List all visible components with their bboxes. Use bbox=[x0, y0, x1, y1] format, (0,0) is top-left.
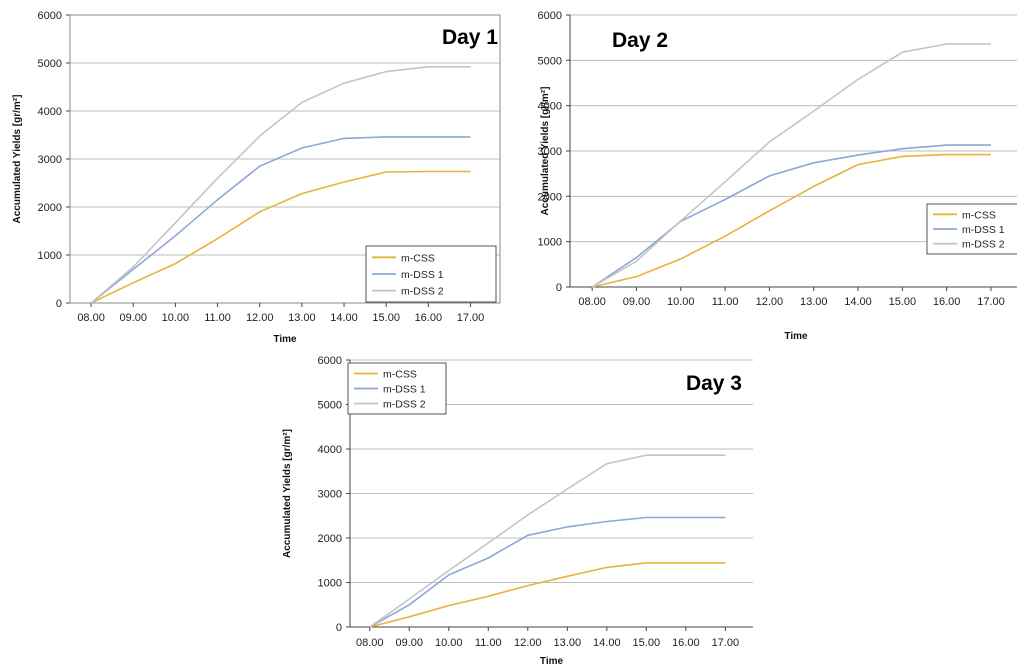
x-tick-label: 14.00 bbox=[330, 312, 358, 324]
x-tick-label: 08.00 bbox=[578, 296, 606, 308]
y-tick-label: 5000 bbox=[538, 55, 562, 67]
y-tick-label: 5000 bbox=[38, 58, 62, 70]
x-tick-label: 11.00 bbox=[475, 637, 502, 649]
y-tick-label: 6000 bbox=[318, 355, 342, 367]
x-tick-label: 16.00 bbox=[933, 296, 961, 308]
chart-svg: 0 1000 2000 3000 4000 5000 6000 08.00 09.00 10.00… bbox=[538, 10, 1017, 342]
y-tick-label: 2000 bbox=[318, 533, 342, 545]
legend-label: m-CSS bbox=[962, 209, 996, 221]
x-tick-label: 09.00 bbox=[395, 637, 423, 649]
y-tick-label: 5000 bbox=[318, 400, 342, 412]
x-tick-label: 16.00 bbox=[415, 312, 443, 324]
y-tick-label: 0 bbox=[56, 298, 62, 310]
legend-label: m-DSS 1 bbox=[383, 384, 426, 396]
x-tick-label: 11.00 bbox=[712, 296, 739, 308]
x-tick-label: 17.00 bbox=[977, 296, 1005, 308]
x-tick-label: 08.00 bbox=[77, 312, 105, 324]
x-tick-label: 13.00 bbox=[288, 312, 316, 324]
y-tick-label: 3000 bbox=[318, 489, 342, 501]
chart-title: Day 1 bbox=[442, 26, 498, 49]
legend-label: m-CSS bbox=[383, 369, 417, 381]
chart-day-3: 0 1000 2000 3000 4000 5000 6000 08.00 09.00 10.00… bbox=[268, 346, 758, 668]
x-tick-label: 13.00 bbox=[800, 296, 828, 308]
y-tick-label: 6000 bbox=[538, 10, 562, 22]
y-axis-title: Accumulated Yields [gr/m²] bbox=[12, 95, 23, 224]
legend-label: m-DSS 1 bbox=[401, 269, 444, 281]
series-line-m-dss-1 bbox=[591, 144, 991, 288]
x-tick-label: 14.00 bbox=[593, 637, 621, 649]
x-tick-label: 11.00 bbox=[204, 312, 231, 324]
series-line-m-css bbox=[90, 170, 471, 304]
x-tick-label: 17.00 bbox=[457, 312, 485, 324]
y-tick-label: 0 bbox=[336, 622, 342, 634]
series-line-m-dss-2 bbox=[90, 66, 471, 304]
x-tick-label: 09.00 bbox=[119, 312, 147, 324]
series-line-m-dss-1 bbox=[90, 136, 471, 304]
y-axis-title: Accumulated Yields [gr/m²] bbox=[282, 429, 293, 558]
chart-day-2: 0 1000 2000 3000 4000 5000 6000 08.00 09.00 10.00… bbox=[512, 0, 1017, 350]
series-line-m-dss-2 bbox=[591, 43, 991, 288]
chart-title: Day 3 bbox=[686, 372, 742, 395]
y-tick-label: 3000 bbox=[38, 154, 62, 166]
x-axis-title: Time bbox=[273, 334, 297, 345]
series-line-m-dss-2 bbox=[369, 454, 726, 628]
x-axis-title: Time bbox=[784, 331, 808, 342]
y-tick-label: 4000 bbox=[318, 444, 342, 456]
x-tick-label: 10.00 bbox=[162, 312, 190, 324]
series-line-m-dss-1 bbox=[369, 516, 726, 628]
x-tick-label: 12.00 bbox=[246, 312, 274, 324]
y-tick-label: 4000 bbox=[538, 101, 562, 113]
chart-day-1: 0 1000 2000 3000 4000 5000 6000 08.00 09.00 10.00… bbox=[0, 0, 512, 350]
legend-label: m-DSS 2 bbox=[962, 239, 1005, 251]
x-tick-label: 14.00 bbox=[844, 296, 872, 308]
x-tick-label: 12.00 bbox=[756, 296, 784, 308]
legend-label: m-CSS bbox=[401, 252, 435, 264]
legend-label: m-DSS 2 bbox=[401, 286, 444, 298]
x-tick-label: 10.00 bbox=[435, 637, 463, 649]
x-tick-label: 17.00 bbox=[712, 637, 740, 649]
x-tick-label: 15.00 bbox=[633, 637, 661, 649]
y-tick-label: 1000 bbox=[38, 250, 62, 262]
x-tick-label: 16.00 bbox=[672, 637, 700, 649]
x-tick-label: 15.00 bbox=[372, 312, 400, 324]
y-tick-label: 0 bbox=[556, 282, 562, 294]
x-axis-title: Time bbox=[540, 656, 564, 667]
series-line-m-css bbox=[369, 562, 726, 628]
legend-label: m-DSS 1 bbox=[962, 224, 1005, 236]
y-axis-title: Accumulated Yields [gr/m²] bbox=[540, 87, 551, 216]
y-tick-label: 1000 bbox=[538, 237, 562, 249]
chart-svg: 0 1000 2000 3000 4000 5000 6000 08.00 09.00 10.00… bbox=[282, 355, 753, 667]
plot-frame bbox=[69, 14, 501, 304]
y-tick-label: 2000 bbox=[38, 202, 62, 214]
y-tick-label: 4000 bbox=[38, 106, 62, 118]
legend-label: m-DSS 2 bbox=[383, 399, 426, 411]
chart-title: Day 2 bbox=[612, 29, 668, 52]
x-tick-label: 15.00 bbox=[889, 296, 917, 308]
x-tick-label: 08.00 bbox=[356, 637, 384, 649]
series-line-m-css bbox=[592, 153, 991, 288]
x-tick-label: 10.00 bbox=[667, 296, 695, 308]
x-tick-label: 12.00 bbox=[514, 637, 542, 649]
y-tick-label: 3000 bbox=[538, 146, 562, 158]
x-tick-label: 13.00 bbox=[554, 637, 582, 649]
x-tick-label: 09.00 bbox=[623, 296, 651, 308]
chart-svg: 0 1000 2000 3000 4000 5000 6000 08.00 09.00 10.00… bbox=[12, 10, 501, 345]
y-tick-label: 6000 bbox=[38, 10, 62, 22]
y-tick-label: 2000 bbox=[538, 191, 562, 203]
y-tick-label: 1000 bbox=[318, 578, 342, 590]
